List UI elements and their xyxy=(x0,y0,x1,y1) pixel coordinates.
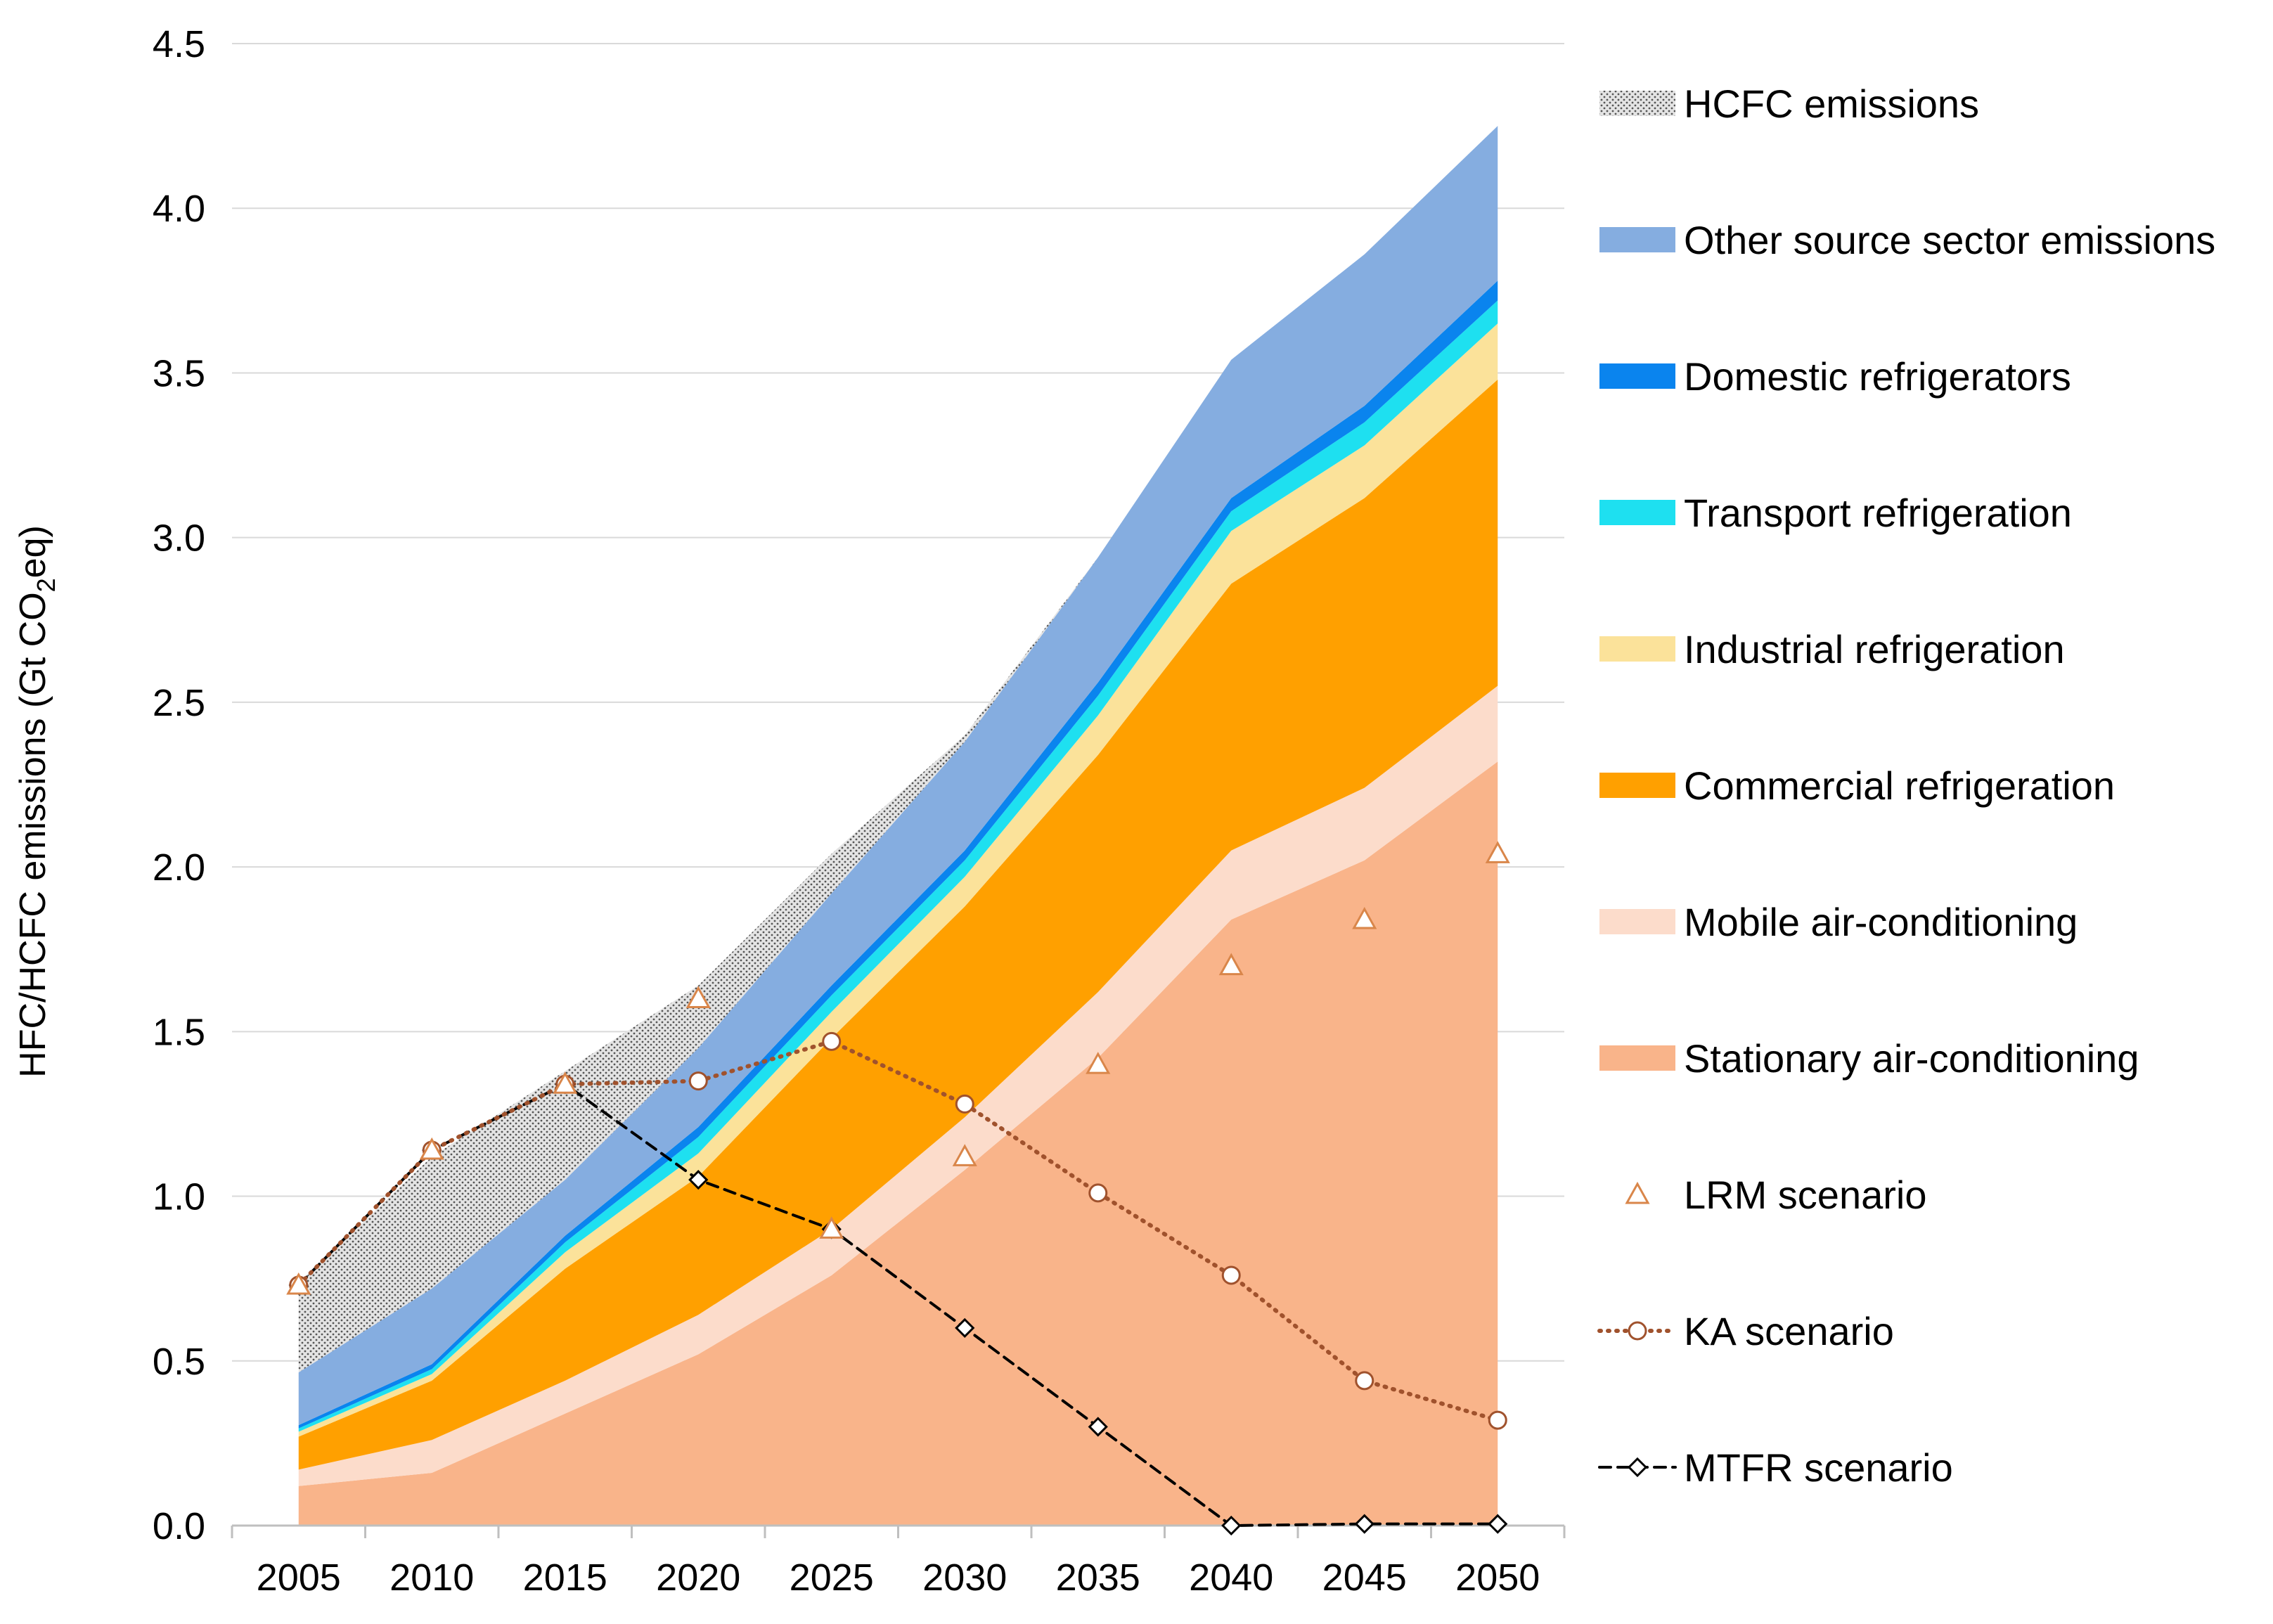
lrm-scenario-point xyxy=(819,1216,844,1239)
ka-scenario-point xyxy=(1488,1410,1507,1430)
legend-swatch-commercial-refrigeration xyxy=(1599,773,1675,798)
y-tick-label: 2.0 xyxy=(153,846,205,889)
y-tick-label: 3.0 xyxy=(153,517,205,560)
legend: HCFC emissions Other source sector emissi… xyxy=(1597,82,2215,1490)
x-tick-label: 2005 xyxy=(257,1557,341,1599)
legend-swatch-other-source-sector-emissions xyxy=(1599,227,1675,252)
mtfr-scenario-point xyxy=(688,1170,709,1190)
x-tick-label: 2020 xyxy=(656,1557,740,1599)
axis-layer: 0.0 0.5 1.0 1.5 2.0 2.5 3.0 3.5 4.0 4.5 2005 2010 20… xyxy=(153,23,1566,1599)
legend-swatch-domestic-refrigerators xyxy=(1599,363,1675,389)
y-tick-label: 3.5 xyxy=(153,352,205,394)
mtfr-scenario-point xyxy=(955,1317,975,1339)
legend-label-lrm-scenario: LRM scenario xyxy=(1684,1173,1926,1217)
lrm-scenario-point xyxy=(1485,841,1510,863)
legend-label-commercial-refrigeration: Commercial refrigeration xyxy=(1684,763,2115,808)
area-hcfc-emissions xyxy=(298,126,1498,1373)
mtfr-scenario-point xyxy=(1354,1514,1374,1534)
mtfr-scenario-point xyxy=(1088,1417,1108,1437)
ka-scenario-line xyxy=(296,1039,1500,1423)
legend-label-transport-refrigeration: Transport refrigeration xyxy=(1684,491,2072,535)
lrm-scenario-point xyxy=(1218,953,1244,976)
legend-swatch-stationary-air-conditioning xyxy=(1599,1045,1675,1071)
x-tick-label: 2045 xyxy=(1322,1557,1407,1599)
lrm-scenario-point xyxy=(419,1137,444,1160)
mtfr-scenario-point xyxy=(1488,1514,1508,1534)
legend-swatch-hcfc-emissions xyxy=(1599,91,1675,116)
legend-label-hcfc-emissions: HCFC emissions xyxy=(1684,82,1979,126)
ka-scenario-point xyxy=(1355,1371,1374,1391)
lrm-scenario-point xyxy=(286,1272,311,1295)
y-tick-label: 4.5 xyxy=(153,23,205,65)
area-other-source-sector-emissions xyxy=(298,126,1498,1426)
legend-swatch-transport-refrigeration xyxy=(1599,500,1675,525)
x-tick-label: 2050 xyxy=(1455,1557,1540,1599)
y-tick-label: 1.5 xyxy=(153,1011,205,1053)
x-tick-label: 2025 xyxy=(790,1557,874,1599)
mtfr-scenario-point xyxy=(1221,1515,1242,1536)
legend-label-other-source-sector-emissions: Other source sector emissions xyxy=(1684,218,2215,262)
y-tick-label: 1.0 xyxy=(153,1176,205,1218)
legend-swatch-mobile-air-conditioning xyxy=(1599,909,1675,934)
scenario-layer xyxy=(286,841,1510,1536)
legend-label-ka-scenario: KA scenario xyxy=(1684,1309,1894,1353)
lrm-scenario-point xyxy=(952,1144,977,1166)
ka-scenario-point xyxy=(955,1094,974,1114)
x-tick-label: 2040 xyxy=(1189,1557,1273,1599)
legend-label-mobile-air-conditioning: Mobile air-conditioning xyxy=(1684,900,2078,944)
area-transport-refrigeration xyxy=(298,300,1498,1432)
ka-scenario-point xyxy=(1221,1265,1241,1285)
lrm-scenario-point xyxy=(685,986,711,1008)
lrm-scenario-point xyxy=(1086,1052,1111,1074)
lrm-scenario-point xyxy=(1352,906,1377,929)
legend-marker-mtfr-scenario xyxy=(1627,1457,1648,1478)
x-tick-label: 2030 xyxy=(922,1557,1007,1599)
ka-scenario-point xyxy=(688,1071,708,1091)
ka-scenario-point xyxy=(822,1031,842,1051)
y-tick-label: 2.5 xyxy=(153,682,205,724)
legend-swatch-industrial-refrigeration xyxy=(1599,636,1675,662)
area-commercial-refrigeration xyxy=(298,379,1498,1470)
area-layer xyxy=(298,126,1498,1526)
legend-label-domestic-refrigerators: Domestic refrigerators xyxy=(1684,354,2071,399)
y-tick-label: 0.5 xyxy=(153,1341,205,1383)
y-axis-title: HFC/HCFC emissions (Gt CO2eq) xyxy=(13,525,60,1078)
x-tick-label: 2035 xyxy=(1056,1557,1140,1599)
lrm-scenario-point xyxy=(553,1071,578,1094)
x-tick-label: 2015 xyxy=(523,1557,607,1599)
x-tick-label: 2010 xyxy=(389,1557,474,1599)
legend-label-stationary-air-conditioning: Stationary air-conditioning xyxy=(1684,1036,2139,1081)
legend-label-industrial-refrigeration: Industrial refrigeration xyxy=(1684,627,2065,671)
legend-marker-ka-scenario xyxy=(1628,1321,1647,1341)
area-domestic-refrigerators xyxy=(298,281,1498,1429)
legend-label-mtfr-scenario: MTFR scenario xyxy=(1684,1445,1953,1490)
area-stationary-air-conditioning xyxy=(298,761,1498,1526)
ka-scenario-point xyxy=(1088,1183,1108,1203)
y-tick-label: 4.0 xyxy=(153,188,205,230)
y-tick-label: 0.0 xyxy=(153,1505,205,1547)
legend-marker-lrm-scenario xyxy=(1625,1181,1650,1204)
area-industrial-refrigeration xyxy=(298,323,1498,1437)
